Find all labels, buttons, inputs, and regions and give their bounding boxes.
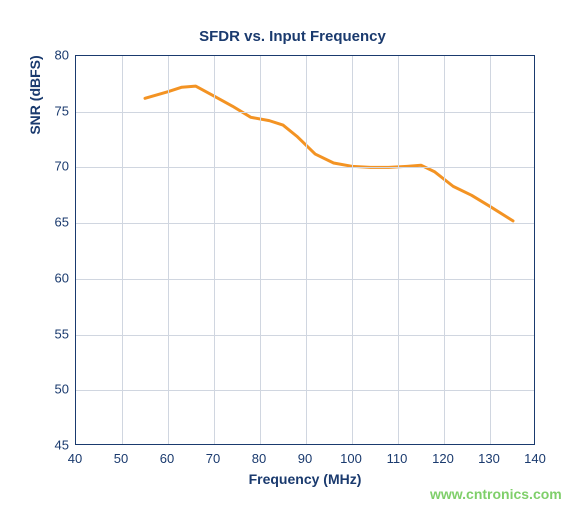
y-tick-label: 75 xyxy=(45,103,69,118)
y-tick-label: 45 xyxy=(45,438,69,453)
grid-v xyxy=(490,56,491,444)
y-tick-label: 60 xyxy=(45,270,69,285)
y-axis-label: SNR (dBFS) xyxy=(27,0,43,290)
x-tick-label: 70 xyxy=(206,451,220,466)
grid-h xyxy=(76,335,534,336)
x-tick-label: 50 xyxy=(114,451,128,466)
x-tick-label: 100 xyxy=(340,451,362,466)
x-tick-label: 90 xyxy=(298,451,312,466)
grid-h xyxy=(76,279,534,280)
grid-v xyxy=(122,56,123,444)
x-tick-label: 140 xyxy=(524,451,546,466)
x-tick-label: 40 xyxy=(68,451,82,466)
chart-stage: SFDR vs. Input Frequency Frequency (MHz)… xyxy=(0,0,585,514)
grid-v xyxy=(352,56,353,444)
grid-v xyxy=(260,56,261,444)
series-line-sfdr xyxy=(145,86,513,221)
watermark-text: www.cntronics.com xyxy=(430,486,562,502)
chart-title: SFDR vs. Input Frequency xyxy=(0,28,585,45)
grid-v xyxy=(214,56,215,444)
grid-h xyxy=(76,112,534,113)
grid-v xyxy=(398,56,399,444)
grid-v xyxy=(444,56,445,444)
grid-v xyxy=(306,56,307,444)
grid-v xyxy=(168,56,169,444)
y-tick-label: 55 xyxy=(45,326,69,341)
x-tick-label: 120 xyxy=(432,451,454,466)
y-tick-label: 65 xyxy=(45,215,69,230)
grid-h xyxy=(76,167,534,168)
x-tick-label: 80 xyxy=(252,451,266,466)
grid-h xyxy=(76,390,534,391)
x-axis-label: Frequency (MHz) xyxy=(75,471,535,487)
x-tick-label: 60 xyxy=(160,451,174,466)
plot-area xyxy=(75,55,535,445)
x-tick-label: 130 xyxy=(478,451,500,466)
x-tick-label: 110 xyxy=(387,451,408,466)
grid-h xyxy=(76,223,534,224)
y-tick-label: 70 xyxy=(45,159,69,174)
y-tick-label: 50 xyxy=(45,382,69,397)
y-tick-label: 80 xyxy=(45,48,69,63)
